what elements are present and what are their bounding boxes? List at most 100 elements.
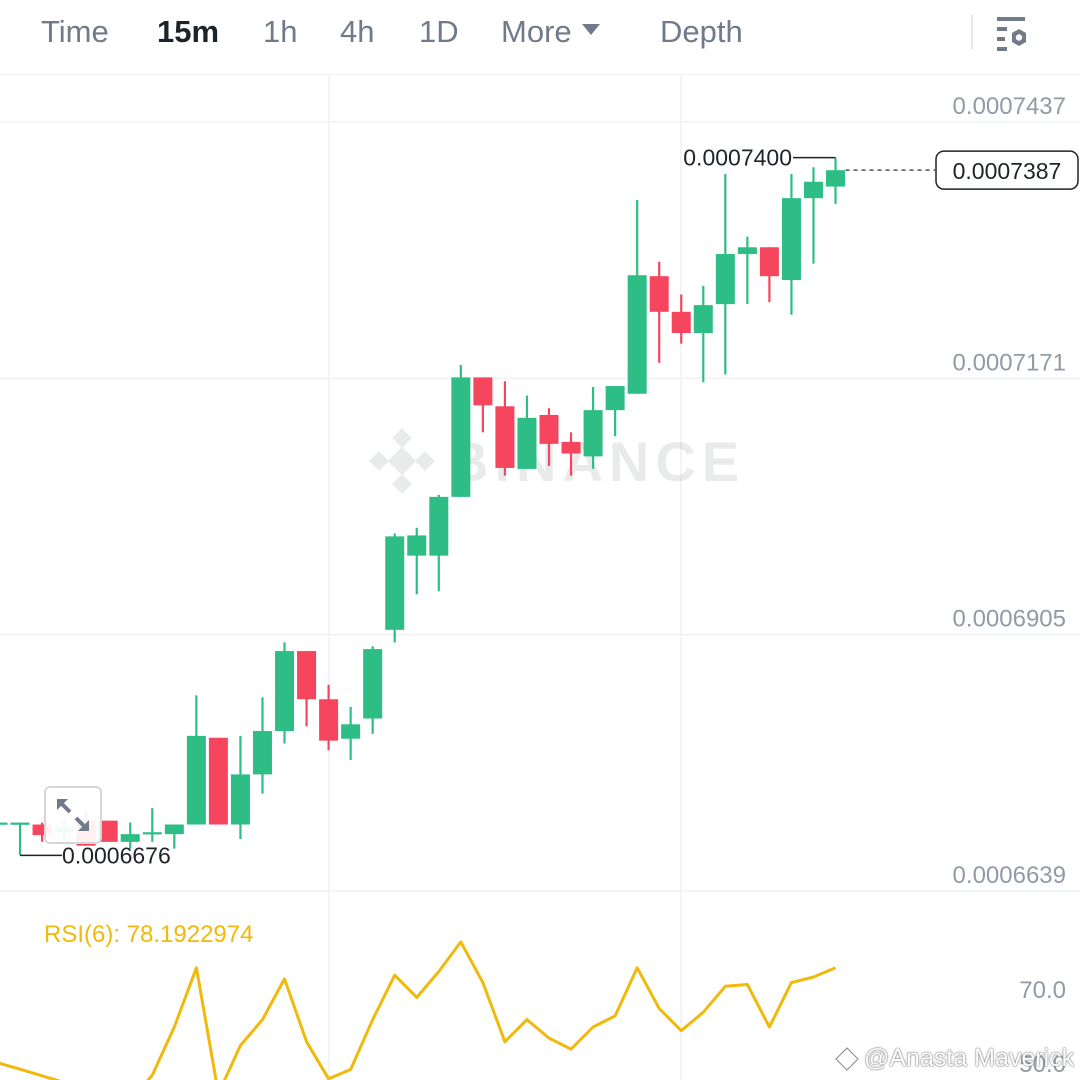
candle-body (341, 724, 361, 739)
candle (0, 822, 8, 825)
candle-body (252, 731, 272, 775)
candle (164, 824, 184, 849)
candle-body (539, 414, 559, 444)
candle-body (10, 822, 30, 825)
candle-body (583, 410, 603, 457)
candle (605, 386, 625, 437)
candle-body (164, 824, 184, 835)
rsi-pane: 70.0 50.0 (0, 940, 1066, 1080)
rsi-label: RSI(6): 78.1922974 (44, 921, 254, 948)
candle (98, 820, 118, 842)
candle (10, 822, 30, 856)
candle-body (671, 311, 691, 334)
candle (319, 684, 339, 751)
candle (715, 174, 735, 375)
candle-body (429, 496, 449, 556)
expand-arrows-icon (57, 799, 89, 831)
candle-body (737, 247, 757, 255)
credit-watermark: @Anasta Maverick (864, 1044, 1075, 1072)
tab-15m[interactable]: 15m (157, 14, 220, 49)
toolbar-divider (971, 15, 973, 49)
chart-settings-button[interactable] (993, 15, 1033, 55)
candle (363, 646, 383, 734)
candle (693, 285, 713, 383)
candle-body (649, 276, 669, 312)
candle (583, 387, 603, 469)
tab-1d[interactable]: 1D (419, 14, 459, 49)
candle-body (826, 170, 846, 187)
candle-body (230, 774, 250, 825)
price-tick-label: 0.0006639 (953, 862, 1066, 889)
price-tick-label: 0.0007437 (953, 93, 1066, 120)
candle (230, 735, 250, 839)
candle-body (451, 377, 471, 497)
tab-1h[interactable]: 1h (263, 14, 298, 49)
candle (252, 697, 272, 794)
candle-body (297, 651, 317, 700)
candle (803, 167, 823, 264)
candle-body (32, 824, 52, 836)
candle-body (363, 649, 383, 719)
candle-body (275, 651, 295, 732)
candle-body (803, 181, 823, 199)
candle-body (385, 536, 405, 630)
candle-body (693, 305, 713, 334)
candle (120, 822, 140, 849)
caret-down-icon (581, 24, 600, 36)
credit-logo-icon (833, 1046, 861, 1072)
candle (561, 432, 581, 476)
tab-4h[interactable]: 4h (340, 14, 375, 49)
chart-settings-icon (997, 17, 1026, 51)
candle (451, 364, 471, 497)
candle-body (186, 735, 206, 825)
candle-body (715, 254, 735, 305)
candle-body (759, 247, 779, 277)
candle (297, 651, 317, 727)
candle (208, 737, 228, 825)
candle-body (605, 386, 625, 411)
candle (649, 261, 669, 363)
candle (781, 174, 801, 315)
price-tick-label: 0.0007171 (953, 349, 1066, 376)
candle-body (495, 406, 515, 468)
candle-body (627, 275, 647, 394)
more-dropdown[interactable]: More (501, 14, 600, 50)
more-label: More (501, 14, 572, 49)
high-price-label: 0.0007400 (683, 145, 792, 171)
fullscreen-button[interactable] (44, 786, 102, 844)
price-annotations: 0.0007400 0.0006676 0.0007387 (20, 145, 1079, 868)
candle (473, 377, 493, 433)
rsi-line (0, 940, 837, 1080)
candle (759, 247, 779, 303)
candle-body (473, 377, 493, 406)
candle-body (517, 417, 537, 469)
candle (539, 408, 559, 467)
candle (429, 494, 449, 592)
candle (627, 200, 647, 394)
candle (517, 395, 537, 469)
candles (0, 157, 846, 856)
chart-grid (0, 76, 1080, 1080)
candle-body (98, 820, 118, 842)
candle-body (0, 822, 8, 825)
rsi-tick-label: 50.0 (1019, 1051, 1066, 1078)
candle (671, 294, 691, 344)
low-price-label: 0.0006676 (62, 842, 171, 868)
candle (737, 236, 757, 305)
candle-body (120, 834, 140, 842)
candle (826, 157, 846, 204)
candle-body (561, 441, 581, 454)
candle (495, 381, 515, 476)
candle (32, 822, 52, 842)
candle-body (781, 198, 801, 281)
candle-body (319, 699, 339, 741)
price-tick-label: 0.0006905 (953, 606, 1066, 633)
candle (341, 706, 361, 760)
candle (385, 533, 405, 643)
chart-toolbar: Time 15m 1h 4h 1D More Depth (0, 0, 1080, 75)
candle (275, 642, 295, 744)
candle-body (407, 535, 427, 556)
tab-depth[interactable]: Depth (660, 14, 743, 49)
tab-time[interactable]: Time (41, 14, 109, 49)
